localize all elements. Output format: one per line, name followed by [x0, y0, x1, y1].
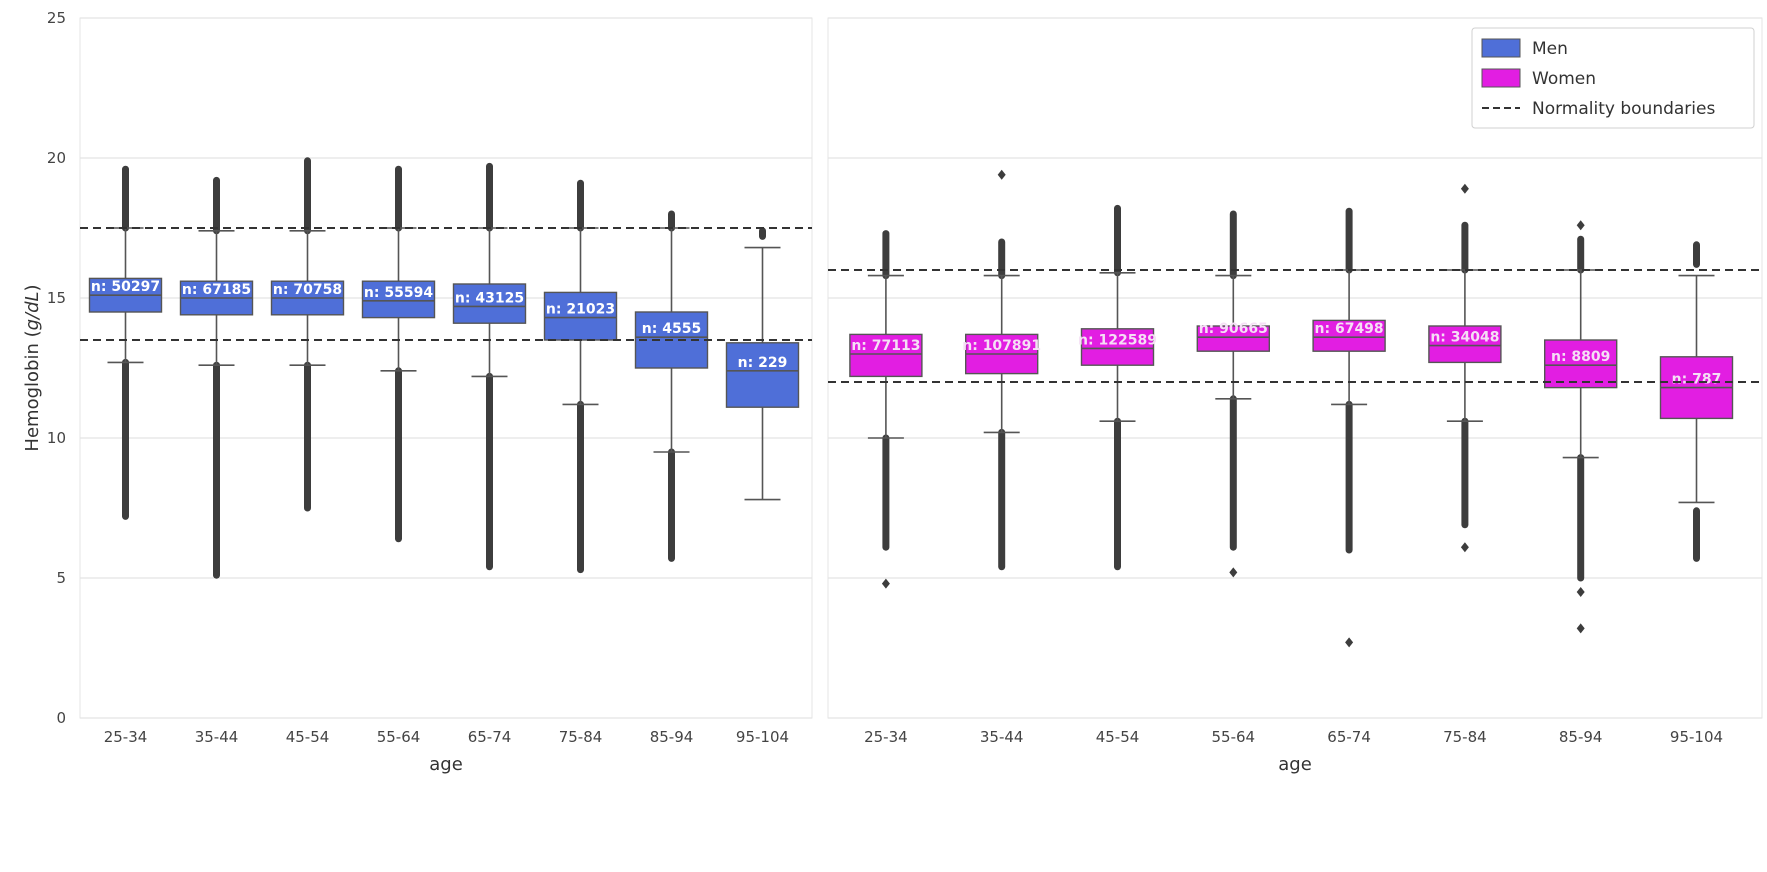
x-tick-label: 45-54	[286, 728, 330, 746]
box-group: n: 90665	[1196, 210, 1271, 578]
x-axis-label: age	[1278, 754, 1312, 775]
box	[1312, 319, 1386, 352]
box	[725, 342, 800, 408]
x-tick-label: 75-84	[559, 728, 603, 746]
outlier-point	[1460, 542, 1469, 553]
x-tick-label: 25-34	[104, 728, 148, 746]
x-tick-label: 35-44	[980, 728, 1024, 746]
x-tick-label: 75-84	[1443, 728, 1487, 746]
x-tick-label: 65-74	[1327, 728, 1371, 746]
sample-size-label: n: 122589	[1078, 332, 1157, 348]
box-group: n: 50297	[88, 165, 163, 520]
sample-size-label: n: 90665	[1199, 321, 1268, 337]
box-group: n: 787	[1659, 241, 1734, 562]
outlier-point	[1576, 587, 1585, 597]
box	[1196, 325, 1271, 352]
sample-size-label: n: 55594	[364, 285, 433, 301]
y-axis-unit: g/dL	[22, 291, 43, 330]
x-tick-label: 95-104	[736, 728, 789, 746]
sample-size-label: n: 107891	[962, 338, 1041, 354]
box	[1543, 339, 1618, 389]
y-tick-label: 25	[47, 9, 66, 27]
sample-size-label: n: 787	[1672, 372, 1722, 388]
x-tick-label: 85-94	[1559, 728, 1603, 746]
y-tick-label: 10	[47, 429, 66, 447]
box-group: n: 43125	[452, 162, 527, 571]
y-tick-label: 20	[47, 149, 66, 167]
sample-size-label: n: 229	[738, 355, 788, 371]
outlier-point	[1460, 183, 1469, 194]
box-group: n: 229	[725, 227, 800, 501]
sample-size-label: n: 50297	[91, 279, 160, 295]
sample-size-label: n: 77113	[851, 338, 920, 354]
box-group: n: 55594	[361, 165, 436, 543]
box	[361, 280, 436, 319]
legend-label: Men	[1532, 39, 1568, 59]
y-tick-label: 5	[56, 569, 66, 587]
box	[1080, 328, 1155, 366]
outlier-point	[997, 169, 1006, 180]
sample-size-label: n: 4555	[642, 321, 701, 337]
outlier-point	[1229, 567, 1238, 578]
legend-label: Normality boundaries	[1532, 99, 1715, 119]
sample-size-label: n: 43125	[455, 290, 524, 306]
sample-size-label: n: 67498	[1315, 321, 1384, 337]
box	[1428, 325, 1502, 364]
legend-box	[1471, 27, 1755, 129]
x-tick-label: 65-74	[468, 728, 512, 746]
box-group: n: 70758	[270, 157, 345, 512]
box-group: n: 21023	[543, 179, 618, 574]
sample-size-label: n: 34048	[1430, 330, 1499, 346]
sample-size-label: n: 8809	[1551, 349, 1610, 365]
outlier-point	[1576, 220, 1585, 231]
x-tick-label: 85-94	[650, 728, 694, 746]
x-tick-label: 25-34	[864, 728, 908, 746]
x-tick-label: 95-104	[1670, 728, 1723, 746]
box-group: n: 122589	[1078, 204, 1157, 571]
x-tick-label: 55-64	[1212, 728, 1256, 746]
legend-swatch	[1481, 38, 1521, 58]
box	[452, 283, 527, 324]
box-group: n: 8809	[1543, 220, 1618, 634]
y-tick-label: 15	[47, 289, 66, 307]
x-tick-label: 45-54	[1096, 728, 1140, 746]
y-axis-label: Hemoglobin (g/dL)	[22, 284, 43, 451]
outlier-point	[1345, 637, 1354, 648]
outlier-point	[881, 578, 890, 589]
legend: Men Women Normality boundaries	[1471, 27, 1755, 129]
y-tick-label: 0	[56, 709, 66, 727]
box-group: n: 77113	[849, 230, 923, 589]
sample-size-label: n: 67185	[182, 282, 251, 298]
legend-label: Women	[1532, 69, 1596, 89]
sample-size-label: n: 70758	[273, 282, 342, 298]
legend-swatch	[1481, 68, 1521, 88]
men-panel: 0 5 10 15 20 25 Hemoglobin (g/dL) 25-34 35-44 45-…	[22, 9, 813, 775]
x-tick-label: 35-44	[195, 728, 239, 746]
women-panel: 25-34 35-44 45-54 55-64 65-74 75-84 85-94 95-10…	[827, 17, 1763, 775]
box	[543, 291, 618, 341]
box-group: n: 67498	[1312, 207, 1386, 648]
x-axis-label: age	[429, 754, 463, 775]
x-tick-label: 55-64	[377, 728, 421, 746]
box-group: n: 67185	[179, 176, 254, 579]
outlier-point	[1576, 623, 1585, 634]
box-group: n: 34048	[1428, 183, 1502, 553]
sample-size-label: n: 21023	[546, 302, 615, 318]
box	[849, 333, 923, 378]
